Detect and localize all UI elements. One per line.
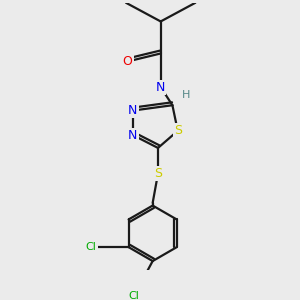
Text: S: S <box>154 167 162 180</box>
Text: O: O <box>123 55 133 68</box>
Text: Cl: Cl <box>129 291 140 300</box>
Text: N: N <box>128 104 138 117</box>
Text: S: S <box>174 124 182 137</box>
Text: Cl: Cl <box>86 242 97 252</box>
Text: H: H <box>182 90 190 100</box>
Text: N: N <box>128 129 138 142</box>
Text: N: N <box>156 81 165 94</box>
